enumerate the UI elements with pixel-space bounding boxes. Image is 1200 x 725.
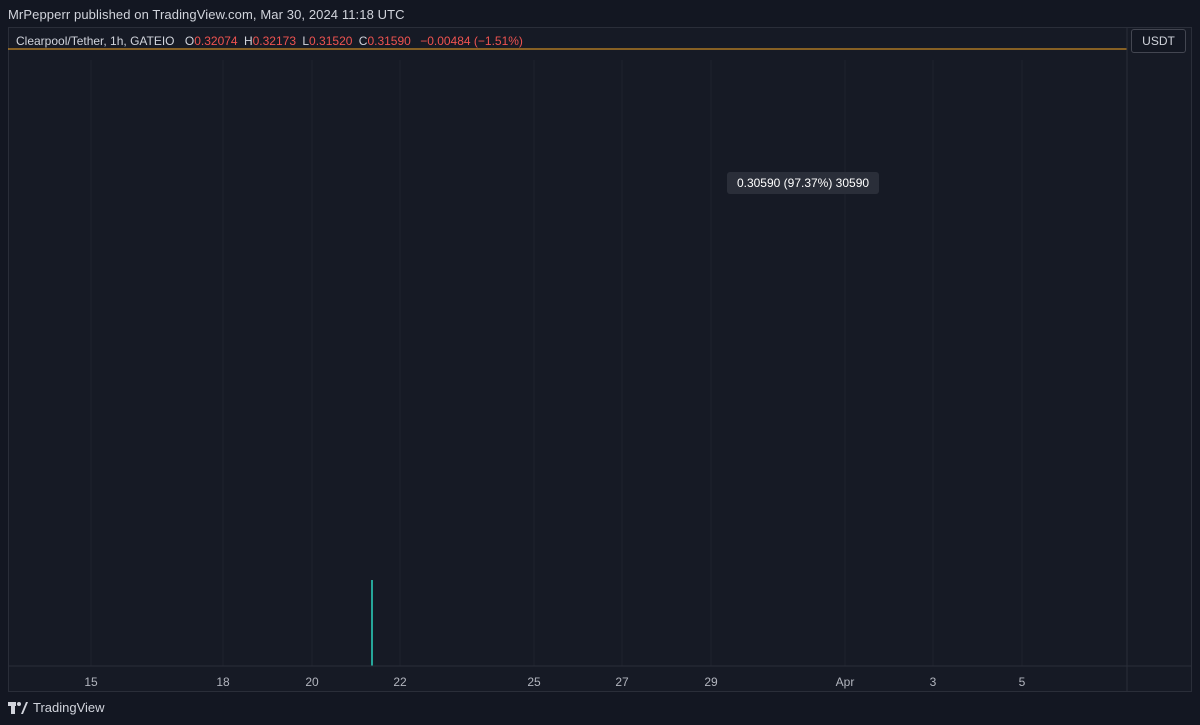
legend-symbol: Clearpool/Tether, 1h, GATEIO: [16, 34, 175, 48]
legend-high-value: 0.32173: [252, 34, 297, 48]
x-tick-label: 18: [216, 675, 230, 689]
legend-open-label: O: [184, 34, 195, 48]
chart-panel[interactable]: [8, 27, 1192, 692]
measure-label: 0.30590 (97.37%) 30590: [727, 172, 879, 194]
legend-change: −0.00484 (−1.51%): [420, 34, 523, 48]
legend-low-value: 0.31520: [309, 34, 353, 48]
currency-button[interactable]: USDT: [1131, 29, 1186, 53]
grid-lines: [90, 60, 1023, 666]
x-tick-label: 3: [930, 675, 937, 689]
x-tick-label: 15: [84, 675, 98, 689]
x-tick-label: 20: [305, 675, 319, 689]
legend-close-value: 0.31590: [367, 34, 411, 48]
legend-close-label: C: [358, 34, 368, 48]
publisher-line: MrPepperr published on TradingView.com, …: [8, 7, 405, 22]
x-tick-label: 25: [527, 675, 541, 689]
price-axis: 0.800000.750000.700000.650000.570000.530…: [1126, 27, 1128, 692]
tradingview-logo-icon: [8, 701, 28, 714]
measure-label-text: 0.30590 (97.37%) 30590: [737, 176, 869, 190]
legend-high-label: H: [243, 34, 253, 48]
footer-brand-name: TradingView: [33, 700, 105, 715]
x-tick-label: 27: [615, 675, 629, 689]
legend-low-label: L: [302, 34, 310, 48]
footer-brand: TradingView: [8, 700, 105, 715]
measure-label-bg: [727, 172, 879, 194]
time-axis: 15 18 20 22 25 27 29 Apr 3 5: [8, 665, 1192, 689]
x-tick-label: Apr: [836, 675, 855, 689]
legend-open-value: 0.32074: [194, 34, 238, 48]
x-tick-label: 22: [393, 675, 407, 689]
x-tick-label: 29: [704, 675, 718, 689]
x-tick-label: 5: [1019, 675, 1026, 689]
horizontal-levels: [8, 48, 1127, 50]
price-range-measure: 0.30590 (97.37%) 30590: [727, 172, 879, 194]
ohlc-legend: Clearpool/Tether, 1h, GATEIO O0.32074 H0…: [16, 34, 523, 48]
